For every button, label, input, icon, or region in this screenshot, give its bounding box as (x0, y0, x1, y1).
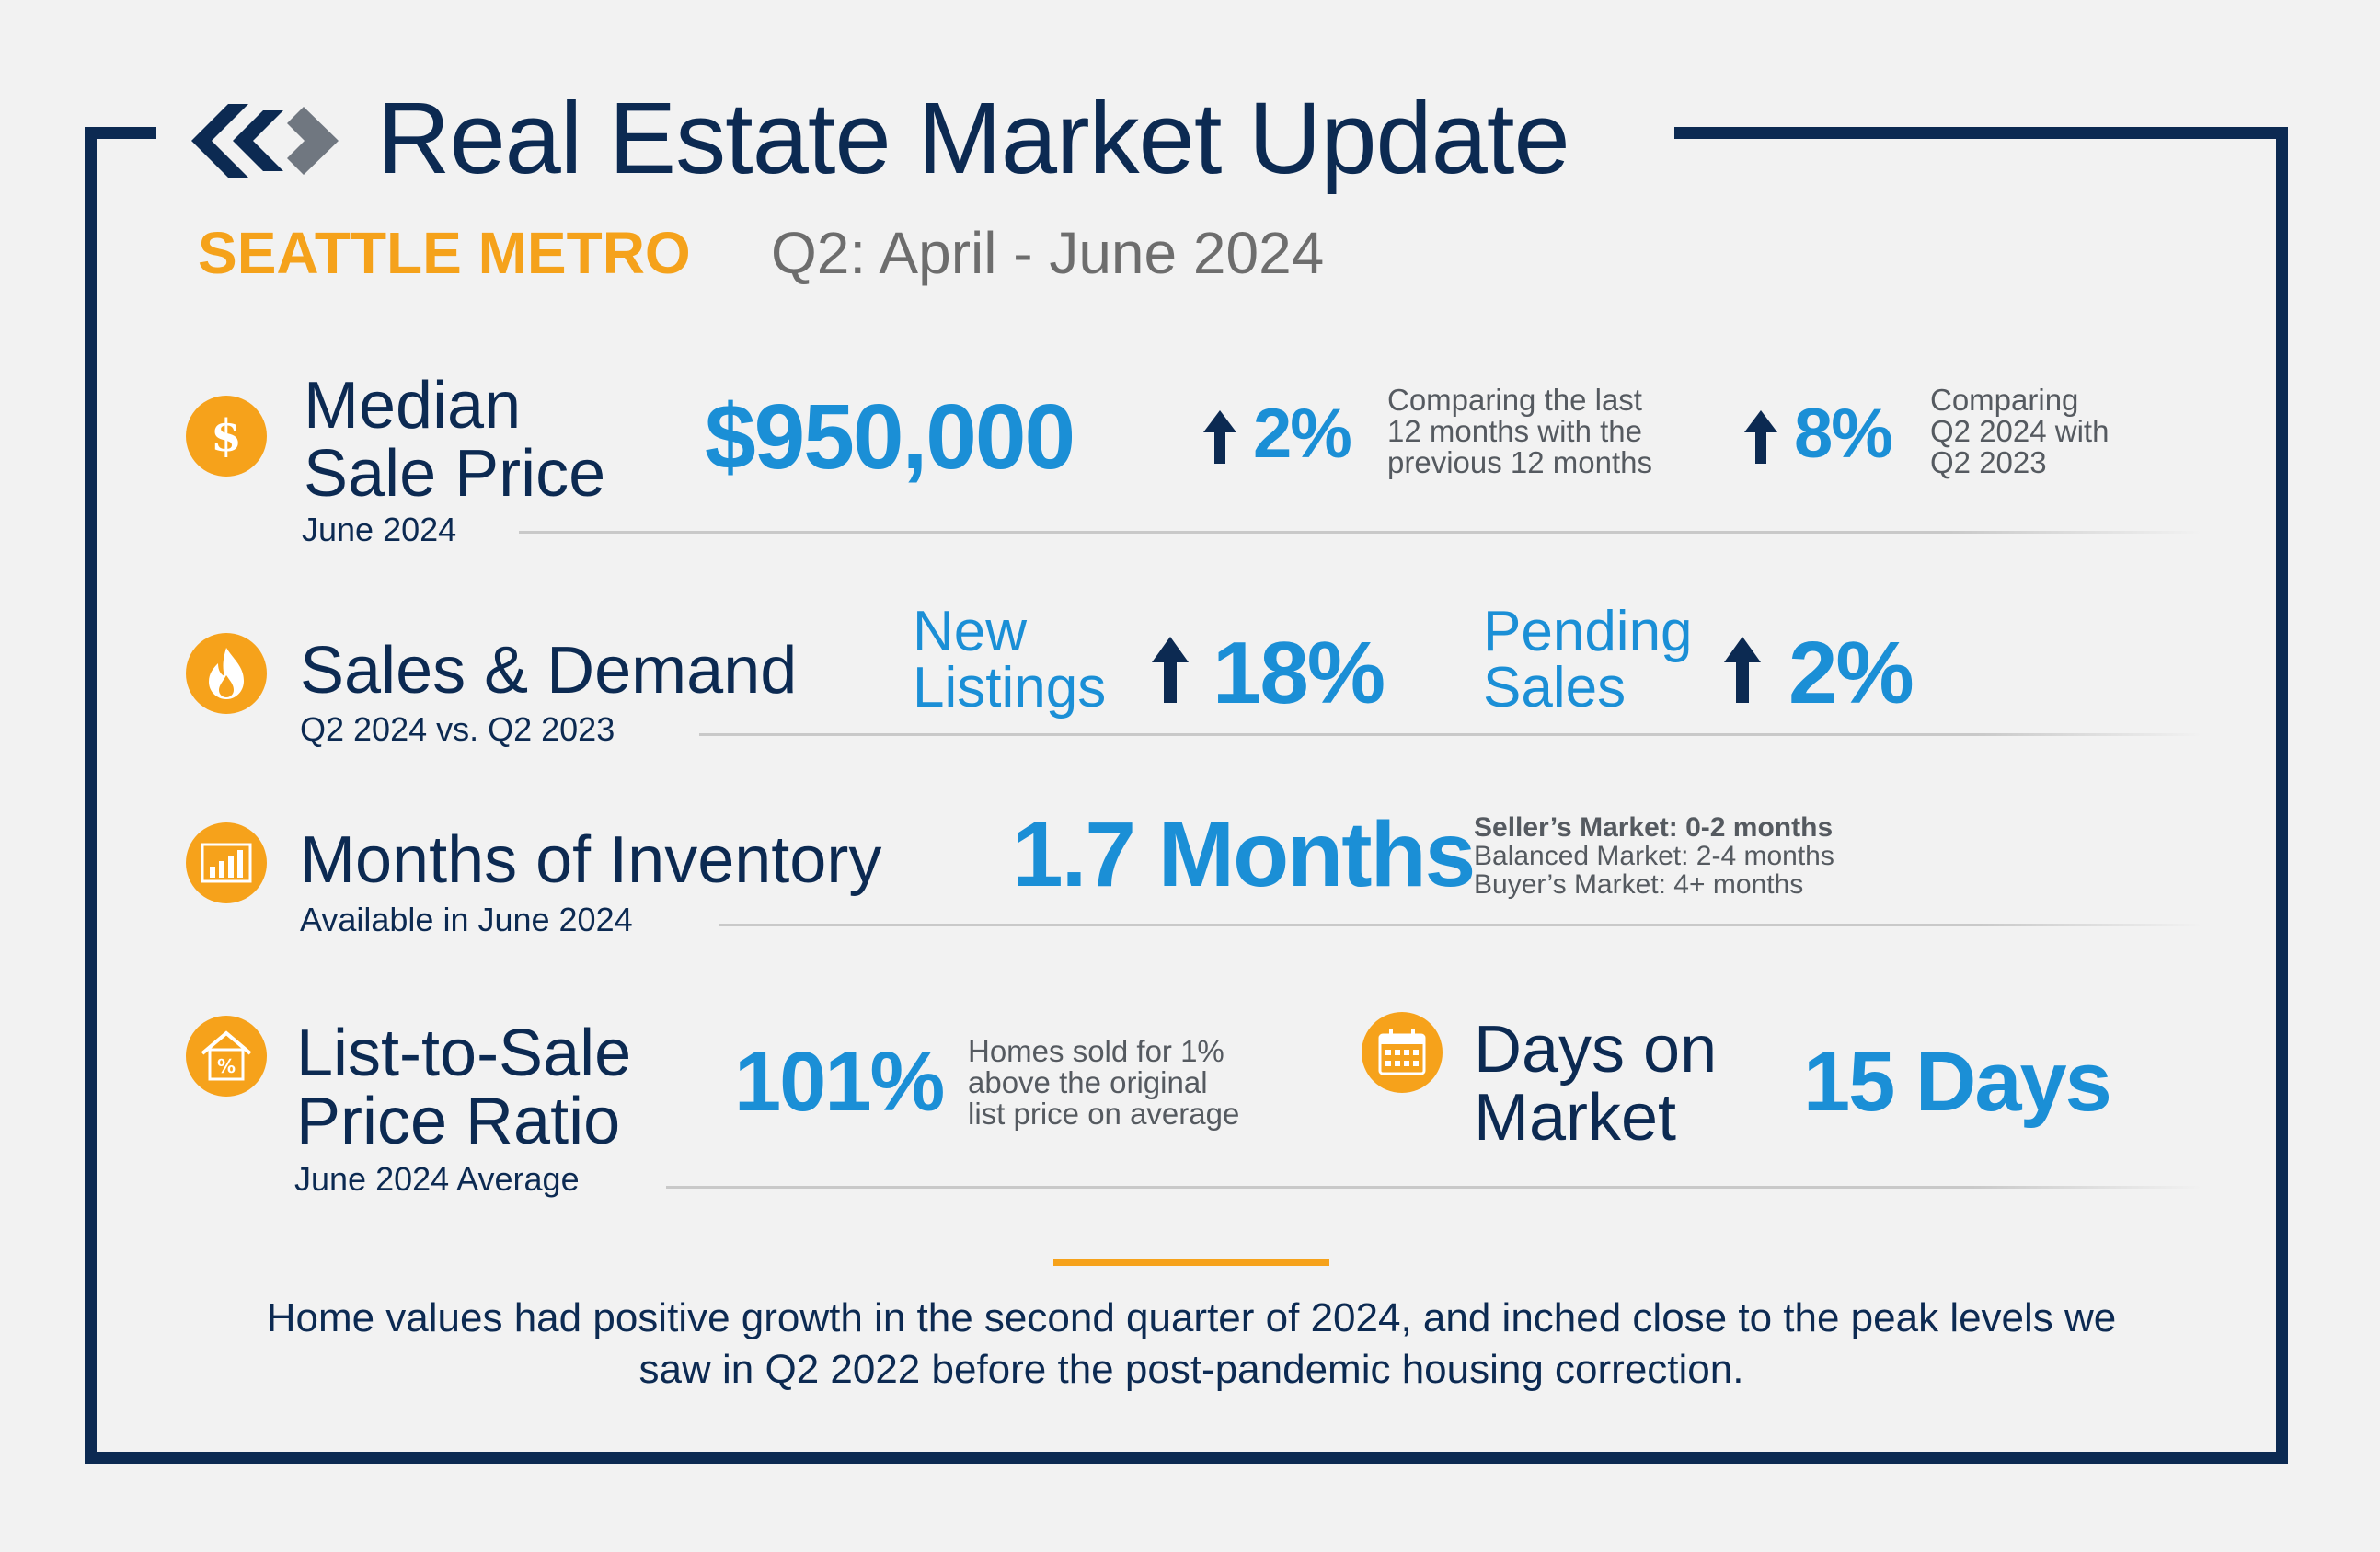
list-to-sale-label-line1: List-to-Sale (296, 1017, 632, 1090)
flame-icon (186, 633, 267, 714)
median-change-12mo-note-2: 12 months with the (1387, 414, 1642, 448)
divider (699, 733, 2202, 736)
list-to-sale-note-1: Homes sold for 1% (968, 1034, 1224, 1068)
median-label-line1: Median (304, 369, 522, 443)
median-change-yoy-note-3: Q2 2023 (1930, 445, 2047, 479)
inventory-legend-balanced: Balanced Market: 2-4 months (1474, 841, 1834, 871)
arrow-up-icon (1744, 410, 1777, 464)
house-percent-icon: % (186, 1016, 267, 1097)
arrow-up-icon (1152, 637, 1189, 703)
divider (719, 924, 2202, 926)
divider (666, 1186, 2202, 1189)
dollar-icon: $ (186, 396, 267, 477)
bar-chart-icon (186, 822, 267, 903)
inventory-label: Months of Inventory (300, 823, 882, 897)
frame-gap (156, 110, 1674, 156)
days-on-market-label-line2: Market (1474, 1081, 1677, 1155)
sales-demand-sub: Q2 2024 vs. Q2 2023 (300, 710, 615, 748)
logo-icon (191, 104, 339, 178)
region-label: SEATTLE METRO (198, 220, 691, 286)
period-label: Q2: April - June 2024 (771, 220, 1325, 286)
inventory-legend-buyers: Buyer’s Market: 4+ months (1474, 869, 1804, 900)
median-value: $950,000 (705, 385, 1075, 489)
median-label-line2: Sale Price (304, 437, 606, 511)
new-listings-change: 18% (1213, 624, 1385, 722)
pending-sales-label-1: Pending (1483, 600, 1693, 663)
list-to-sale-value: 101% (734, 1035, 945, 1129)
summary-accent-rule (1053, 1259, 1329, 1266)
median-change-12mo-note-3: previous 12 months (1387, 445, 1652, 479)
arrow-up-icon (1724, 637, 1761, 703)
inventory-legend-sellers: Seller’s Market: 0-2 months (1474, 812, 1834, 843)
pending-sales-change: 2% (1788, 624, 1914, 722)
median-change-12mo-note-1: Comparing the last (1387, 383, 1642, 417)
days-on-market-label-line1: Days on (1474, 1013, 1718, 1086)
svg-text:%: % (217, 1055, 236, 1077)
summary-text: Home values had positive growth in the s… (266, 1295, 2117, 1392)
median-change-yoy-note-2: Q2 2024 with (1930, 414, 2110, 448)
days-on-market-value: 15 Days (1803, 1035, 2112, 1129)
sales-demand-label: Sales & Demand (300, 634, 798, 707)
list-to-sale-note-2: above the original (968, 1065, 1208, 1099)
list-to-sale-note-3: list price on average (968, 1097, 1240, 1131)
new-listings-label-1: New (913, 600, 1028, 663)
median-change-12mo: 2% (1253, 395, 1352, 473)
pending-sales-label-2: Sales (1483, 656, 1627, 719)
list-to-sale-sub: June 2024 Average (294, 1160, 580, 1198)
calendar-icon (1362, 1012, 1443, 1093)
page-title: Real Estate Market Update (377, 82, 1570, 195)
median-sub: June 2024 (302, 511, 457, 548)
new-listings-label-2: Listings (913, 656, 1107, 719)
inventory-sub: Available in June 2024 (300, 901, 633, 938)
divider (519, 531, 2202, 534)
inventory-value: 1.7 Months (1012, 803, 1476, 906)
median-change-yoy: 8% (1794, 395, 1893, 473)
svg-text:$: $ (211, 410, 241, 462)
list-to-sale-label-line2: Price Ratio (296, 1085, 621, 1158)
arrow-up-icon (1203, 410, 1236, 464)
median-change-yoy-note-1: Comparing (1930, 383, 2079, 417)
